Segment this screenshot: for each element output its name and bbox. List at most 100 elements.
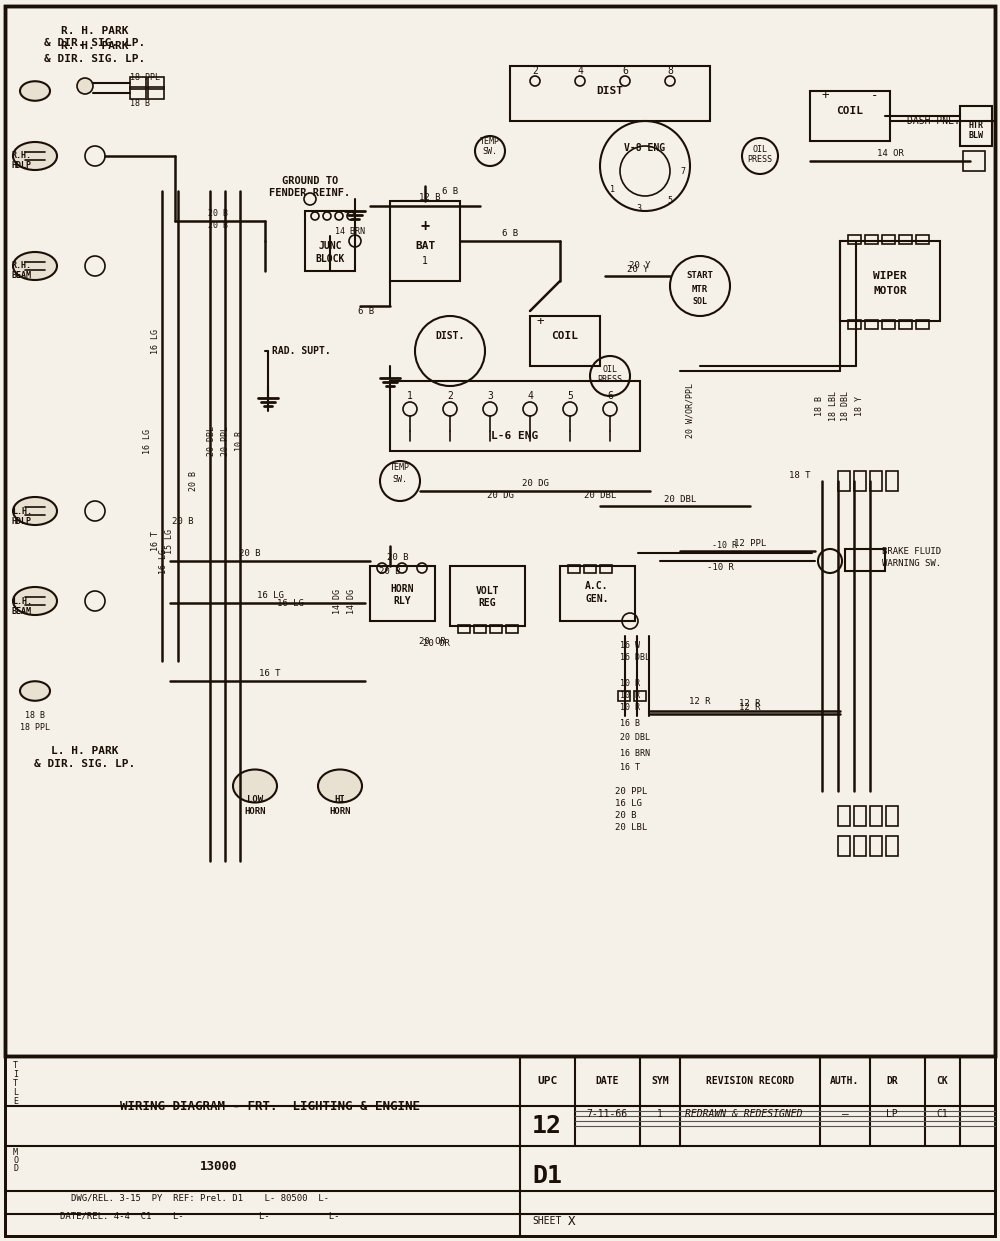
Ellipse shape	[233, 769, 277, 803]
Ellipse shape	[13, 587, 57, 616]
Text: +: +	[420, 218, 430, 233]
Bar	[810, 91, 890, 141]
Text: START: START	[687, 272, 713, 280]
Text: DWG/REL. 3-15  PY  REF: Prel. D1    L- 80500  L-: DWG/REL. 3-15 PY REF: Prel. D1 L- 80500 …	[71, 1194, 329, 1203]
Text: 18 LBL: 18 LBL	[828, 391, 838, 421]
Ellipse shape	[318, 769, 362, 803]
Text: R.H.: R.H.	[12, 262, 32, 271]
Bar	[390, 201, 460, 280]
Text: RLY: RLY	[393, 596, 411, 606]
Text: 10 R: 10 R	[620, 702, 640, 711]
Text: DATE/REL. 4-4  C1    L-              L-           L-: DATE/REL. 4-4 C1 L- L- L-	[60, 1211, 340, 1220]
Bar	[899, 235, 912, 244]
Text: 20 DBL: 20 DBL	[208, 426, 216, 455]
Text: 6 B: 6 B	[502, 228, 518, 237]
Bar	[5, 6, 995, 1056]
Bar	[618, 691, 630, 701]
Text: 20 PPL: 20 PPL	[615, 787, 647, 795]
Text: BEAM: BEAM	[12, 272, 32, 280]
Text: 3: 3	[487, 391, 493, 401]
Text: REDRAWN & REDESIGNED: REDRAWN & REDESIGNED	[685, 1109, 802, 1119]
Text: WIRING DIAGRAM - FRT.  LIGHTING & ENGINE: WIRING DIAGRAM - FRT. LIGHTING & ENGINE	[120, 1100, 420, 1112]
Text: 20 B: 20 B	[615, 810, 637, 819]
Text: OIL: OIL	[753, 144, 768, 154]
Text: 20 DBL: 20 DBL	[664, 494, 696, 504]
Text: HORN: HORN	[244, 807, 266, 815]
Text: GEN.: GEN.	[585, 594, 609, 604]
Text: 18 Y: 18 Y	[854, 396, 864, 416]
Text: +: +	[536, 314, 544, 328]
Bar	[899, 320, 912, 329]
Text: 16 DBL: 16 DBL	[620, 654, 650, 663]
Text: BLOCK: BLOCK	[315, 254, 345, 264]
Text: 20 B: 20 B	[387, 553, 409, 562]
Text: PRESS: PRESS	[748, 154, 772, 164]
Bar	[305, 211, 355, 271]
Text: & DIR. SIG. LP.: & DIR. SIG. LP.	[44, 38, 146, 48]
Text: 18 B: 18 B	[25, 711, 45, 721]
Bar	[886, 472, 898, 491]
Text: 20 LBL: 20 LBL	[615, 823, 647, 831]
Text: REVISION RECORD: REVISION RECORD	[706, 1076, 794, 1086]
Text: L-6 ENG: L-6 ENG	[491, 431, 539, 441]
Text: 20 PPL: 20 PPL	[222, 426, 230, 455]
Bar	[854, 472, 866, 491]
Text: 20 B: 20 B	[208, 208, 228, 217]
Text: 16 W: 16 W	[620, 642, 640, 650]
Text: 18 B: 18 B	[130, 99, 150, 108]
Text: 16 LG: 16 LG	[144, 428, 152, 453]
Text: 14 OR: 14 OR	[877, 149, 903, 159]
Bar	[848, 320, 861, 329]
Text: R.H.: R.H.	[12, 151, 32, 160]
Bar	[474, 625, 486, 633]
Bar	[5, 6, 995, 1056]
Text: SOL: SOL	[692, 297, 708, 305]
Text: HI: HI	[335, 794, 345, 803]
Text: 1: 1	[657, 1109, 663, 1119]
Text: 18 DBL: 18 DBL	[842, 391, 850, 421]
Bar	[840, 241, 940, 321]
Circle shape	[77, 78, 93, 94]
Text: 18 B: 18 B	[816, 396, 824, 416]
Text: -10 R: -10 R	[707, 563, 733, 572]
Text: BLW: BLW	[968, 132, 984, 140]
Text: 6: 6	[607, 391, 613, 401]
Text: VOLT: VOLT	[475, 586, 499, 596]
Text: 16 LG: 16 LG	[615, 798, 642, 808]
Bar	[870, 472, 882, 491]
Text: 14 DG: 14 DG	[334, 588, 342, 613]
Ellipse shape	[20, 81, 50, 101]
Text: JUNC: JUNC	[318, 241, 342, 251]
Bar	[960, 105, 992, 146]
Text: 13000: 13000	[200, 1159, 238, 1173]
Bar	[600, 565, 612, 573]
Bar	[882, 320, 895, 329]
Text: SW.: SW.	[482, 146, 498, 155]
Ellipse shape	[13, 141, 57, 170]
Text: 12 R: 12 R	[739, 699, 761, 707]
Text: —: —	[842, 1109, 848, 1119]
Text: 16 LG: 16 LG	[257, 592, 283, 601]
Text: BEAM: BEAM	[12, 607, 32, 616]
Text: HDLP: HDLP	[12, 516, 32, 525]
Text: 16 T: 16 T	[259, 669, 281, 679]
Bar	[882, 235, 895, 244]
Bar	[148, 77, 164, 89]
Text: HTR: HTR	[968, 122, 984, 130]
Bar	[886, 805, 898, 827]
Text: LP: LP	[886, 1109, 898, 1119]
Text: FENDER REINF.: FENDER REINF.	[269, 187, 351, 199]
Text: 18 T: 18 T	[789, 472, 811, 480]
Text: 8: 8	[667, 66, 673, 76]
Text: X: X	[568, 1215, 576, 1229]
Bar	[634, 691, 646, 701]
Text: 20 Y: 20 Y	[629, 262, 651, 271]
Ellipse shape	[13, 252, 57, 280]
Text: 20 B: 20 B	[379, 566, 401, 576]
Text: 16 LG: 16 LG	[158, 549, 168, 573]
Bar	[854, 836, 866, 856]
Bar	[560, 566, 635, 620]
Text: 2: 2	[532, 66, 538, 76]
Ellipse shape	[20, 681, 50, 701]
Text: 15 LG: 15 LG	[164, 529, 174, 553]
